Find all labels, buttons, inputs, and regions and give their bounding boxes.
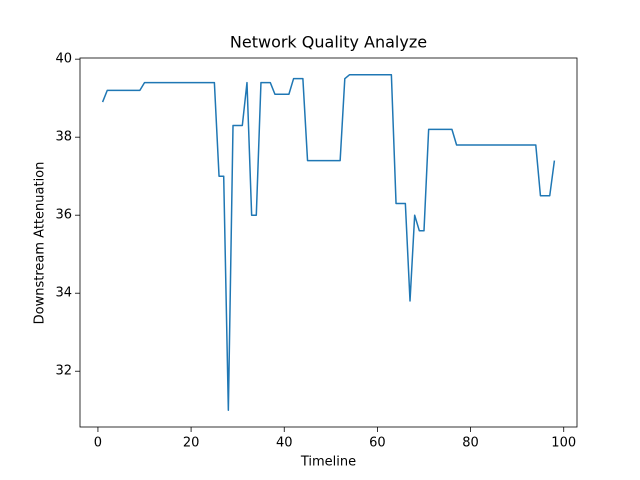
x-tick-label: 20 — [183, 436, 200, 451]
y-tick-label: 40 — [55, 52, 72, 67]
y-axis-label: Downstream Attenuation — [33, 162, 48, 325]
x-tick-label: 100 — [551, 436, 576, 451]
x-tick-label: 80 — [462, 436, 479, 451]
x-tick-label: 0 — [94, 436, 102, 451]
y-tick-label: 36 — [55, 208, 72, 223]
x-axis-label: Timeline — [300, 455, 356, 470]
plot-frame — [79, 57, 578, 428]
y-tick-label: 34 — [55, 286, 72, 301]
y-tick-label: 38 — [55, 130, 72, 145]
x-tick-label: 60 — [369, 436, 386, 451]
x-tick-label: 40 — [276, 436, 293, 451]
y-tick-label: 32 — [55, 364, 72, 379]
data-line — [101, 74, 556, 411]
chart-title: Network Quality Analyze — [230, 33, 427, 52]
